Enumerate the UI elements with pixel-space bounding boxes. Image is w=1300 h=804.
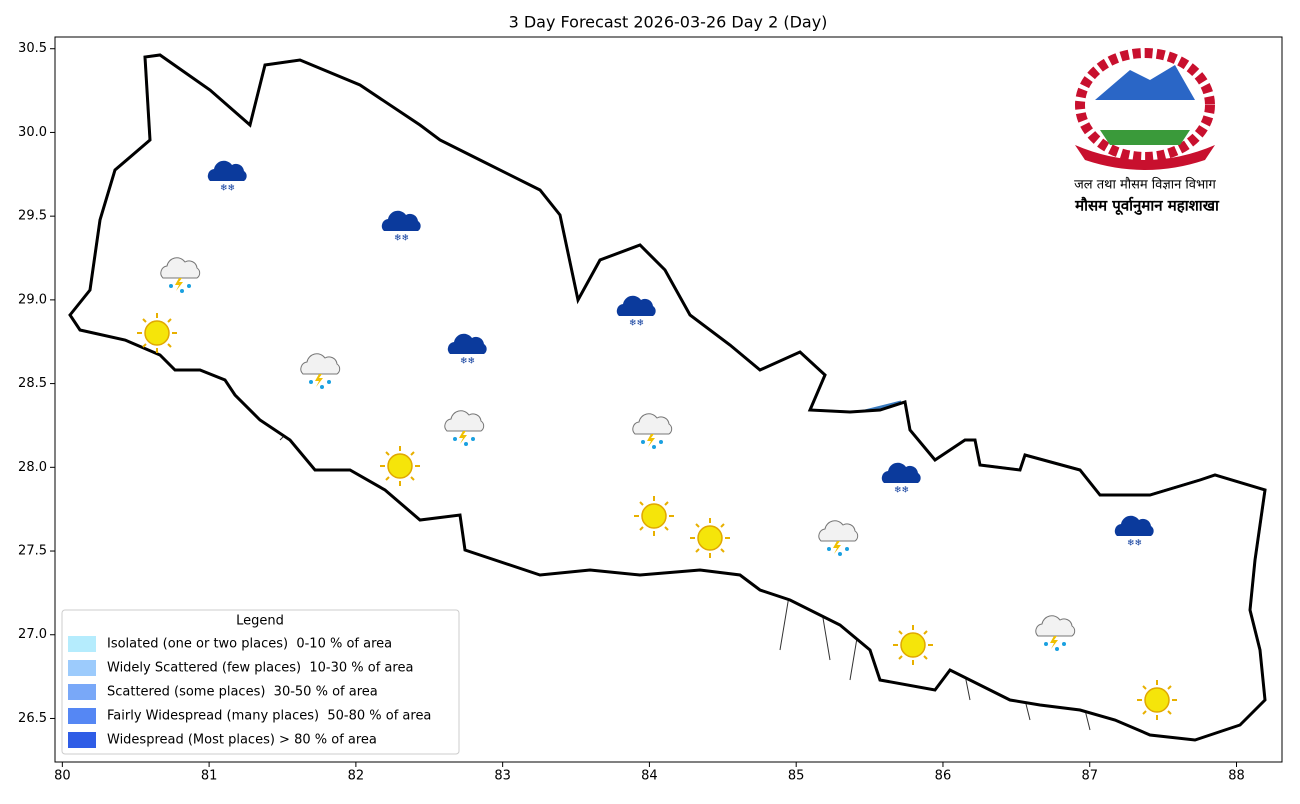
y-tick-label: 26.5 [18, 711, 47, 726]
legend-label: Widely Scattered (few places) 10-30 % of… [107, 661, 413, 676]
legend-swatch [68, 732, 96, 748]
x-tick-label: 81 [201, 769, 218, 784]
country [68, 53, 1267, 742]
x-tick-label: 80 [54, 769, 71, 784]
x-tick-label: 88 [1228, 769, 1245, 784]
legend-swatch [68, 708, 96, 724]
division-name: मौसम पूर्वानुमान महाशाखा [1074, 197, 1220, 216]
y-tick-label: 30.0 [18, 125, 47, 140]
y-tick-label: 29.0 [18, 292, 47, 307]
legend-swatch [68, 684, 96, 700]
map-title: 3 Day Forecast 2026-03-26 Day 2 (Day) [509, 13, 828, 32]
plot-frame [54, 36, 1283, 763]
y-tick-label: 30.5 [18, 41, 47, 56]
x-tick-label: 83 [494, 769, 511, 784]
legend-label: Fairly Widespread (many places) 50-80 % … [107, 709, 431, 724]
legend-swatch [68, 636, 96, 652]
department-name: जल तथा मौसम विज्ञान विभाग [1074, 177, 1216, 193]
legend-box [61, 609, 460, 755]
x-tick-label: 84 [641, 769, 658, 784]
x-tick-label: 87 [1081, 769, 1098, 784]
y-tick-label: 28.5 [18, 376, 47, 391]
legend-label: Isolated (one or two places) 0-10 % of a… [107, 637, 392, 652]
legend-label: Scattered (some places) 30-50 % of area [107, 685, 378, 700]
x-tick-label: 82 [348, 769, 365, 784]
legend-swatch [68, 660, 96, 676]
x-tick-label: 86 [935, 769, 952, 784]
x-tick-label: 85 [788, 769, 805, 784]
y-tick-label: 27.5 [18, 544, 47, 559]
y-tick-label: 27.0 [18, 627, 47, 642]
y-tick-label: 29.5 [18, 209, 47, 224]
legend-title: Legend [236, 614, 284, 629]
legend-label: Widespread (Most places) > 80 % of area [107, 733, 377, 748]
logo: जल तथा मौसम विज्ञान विभाग मौसम पूर्वानुम… [1074, 48, 1220, 216]
y-tick-label: 28.0 [18, 460, 47, 475]
legend: Legend Isolated (one or two places) 0-10… [61, 609, 460, 755]
